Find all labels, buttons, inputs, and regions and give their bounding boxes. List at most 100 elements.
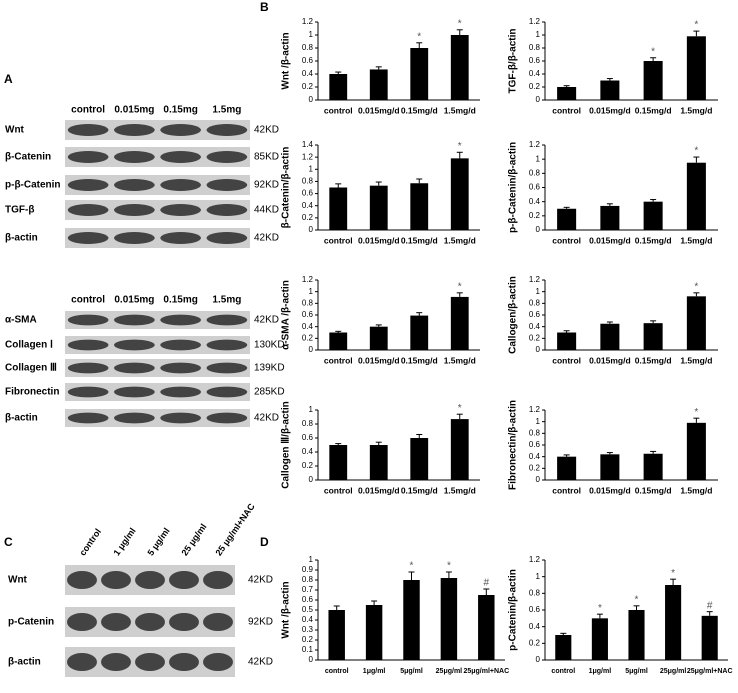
blot-band: [160, 339, 201, 351]
blot-kd: 92KD: [254, 180, 279, 191]
bar: [365, 605, 383, 660]
blot-kd: 42KD: [248, 657, 273, 668]
blot-band: [206, 314, 248, 326]
bar: [369, 185, 388, 230]
significance: *: [447, 561, 451, 572]
bar: [403, 580, 420, 660]
bar: [600, 205, 620, 230]
bar: [555, 635, 572, 660]
y-tick-label: 1: [536, 287, 541, 296]
bar: [591, 618, 608, 660]
blot-band: [160, 124, 201, 136]
y-tick-label: 0.4: [529, 452, 541, 461]
y-tick-label: 0.8: [529, 168, 541, 177]
bar: [643, 61, 663, 100]
x-tick-label: control: [552, 355, 581, 365]
x-tick-label: control: [325, 668, 349, 675]
bar: [557, 208, 577, 230]
blot-band: [101, 613, 131, 631]
x-tick-label: 0.015mg/d: [358, 105, 400, 115]
x-tick-label: control: [324, 485, 353, 495]
blot-band: [114, 314, 155, 326]
y-tick-label: 0.6: [302, 310, 314, 319]
blot-band: [206, 124, 248, 136]
blot-row-label: β-actin: [5, 413, 38, 424]
significance: *: [671, 568, 675, 579]
y-axis-label: TGF-β/β-actin: [508, 29, 519, 94]
bar: [643, 201, 663, 230]
y-tick-label: 1.2: [529, 555, 541, 564]
blot-band: [114, 386, 155, 398]
blot-band: [160, 204, 201, 216]
blot-strip: [65, 311, 250, 329]
x-tick-label: 1.5mg/d: [444, 485, 476, 495]
y-tick-label: 0.8: [529, 588, 541, 597]
y-tick-label: 0.4: [529, 622, 541, 631]
x-tick-label: 0.15mg/d: [401, 355, 438, 365]
y-tick-label: 0.8: [302, 177, 314, 186]
significance: *: [458, 403, 462, 414]
bar: [628, 610, 645, 660]
x-tick-label: control: [324, 105, 353, 115]
y-tick-label: 1: [309, 164, 314, 173]
blot-strip: [65, 175, 250, 195]
blot-row-label: α-SMA: [5, 315, 37, 326]
y-tick-label: 0.2: [302, 82, 314, 91]
x-tick-label: 0.15mg/d: [401, 485, 438, 495]
blot-band: [160, 362, 201, 374]
blot-strip: [65, 359, 250, 377]
y-tick-label: 0.2: [302, 461, 314, 470]
blot-kd: 42KD: [254, 233, 279, 244]
blot-band: [160, 314, 201, 326]
bar: [665, 585, 682, 660]
y-tick-label: 0.4: [302, 69, 314, 78]
y-tick-label: 0.4: [302, 447, 314, 456]
blot-band: [67, 124, 109, 136]
y-tick-label: 1: [309, 287, 314, 296]
blot-kd: 92KD: [248, 617, 273, 628]
lane-label: 25 μg/ml+NAC: [213, 501, 257, 557]
y-tick-label: 0.4: [302, 615, 314, 624]
y-tick-label: 0.8: [529, 428, 541, 437]
blot-band: [114, 232, 155, 244]
y-tick-label: 0: [309, 95, 314, 104]
y-tick-label: 0.4: [529, 69, 541, 78]
blot-band: [114, 179, 155, 191]
blot-band: [206, 339, 248, 351]
panel-label: A: [4, 72, 13, 86]
y-tick-label: 0.9: [302, 565, 314, 574]
panel-label: B: [260, 0, 269, 14]
blot-band: [101, 571, 131, 589]
bar: [686, 296, 706, 350]
lane-label: 0.015mg: [114, 295, 154, 306]
significance: *: [694, 407, 698, 418]
y-tick-label: 0.8: [302, 298, 314, 307]
blot-band: [203, 653, 233, 671]
bar: [329, 332, 348, 350]
x-tick-label: control: [324, 355, 353, 365]
y-tick-label: 1.2: [529, 140, 541, 149]
significance: *: [417, 31, 421, 42]
bar: [701, 615, 718, 660]
blot-band: [160, 386, 201, 398]
significance: #: [484, 578, 490, 589]
x-tick-label: control: [552, 235, 581, 245]
x-tick-label: 25μg/ml: [660, 668, 687, 675]
y-tick-label: 0.2: [529, 333, 541, 342]
significance: *: [694, 146, 698, 157]
y-tick-label: 0.5: [302, 605, 314, 614]
bar: [686, 422, 706, 480]
y-tick-label: 1: [309, 405, 314, 414]
y-tick-label: 1.2: [529, 17, 541, 26]
blot-band: [114, 204, 155, 216]
blot-band: [67, 151, 109, 163]
x-tick-label: 1μg/ml: [363, 668, 386, 675]
y-tick-label: 0.6: [302, 595, 314, 604]
blot-kd: 139KD: [254, 363, 285, 374]
blot-kd: 42KD: [254, 315, 279, 326]
panel-label: D: [260, 535, 269, 549]
y-tick-label: 0.8: [302, 419, 314, 428]
blot-row-label: Wnt: [8, 575, 28, 586]
y-tick-label: 1: [536, 30, 541, 39]
blot-row-label: p-Catenin: [8, 617, 54, 628]
